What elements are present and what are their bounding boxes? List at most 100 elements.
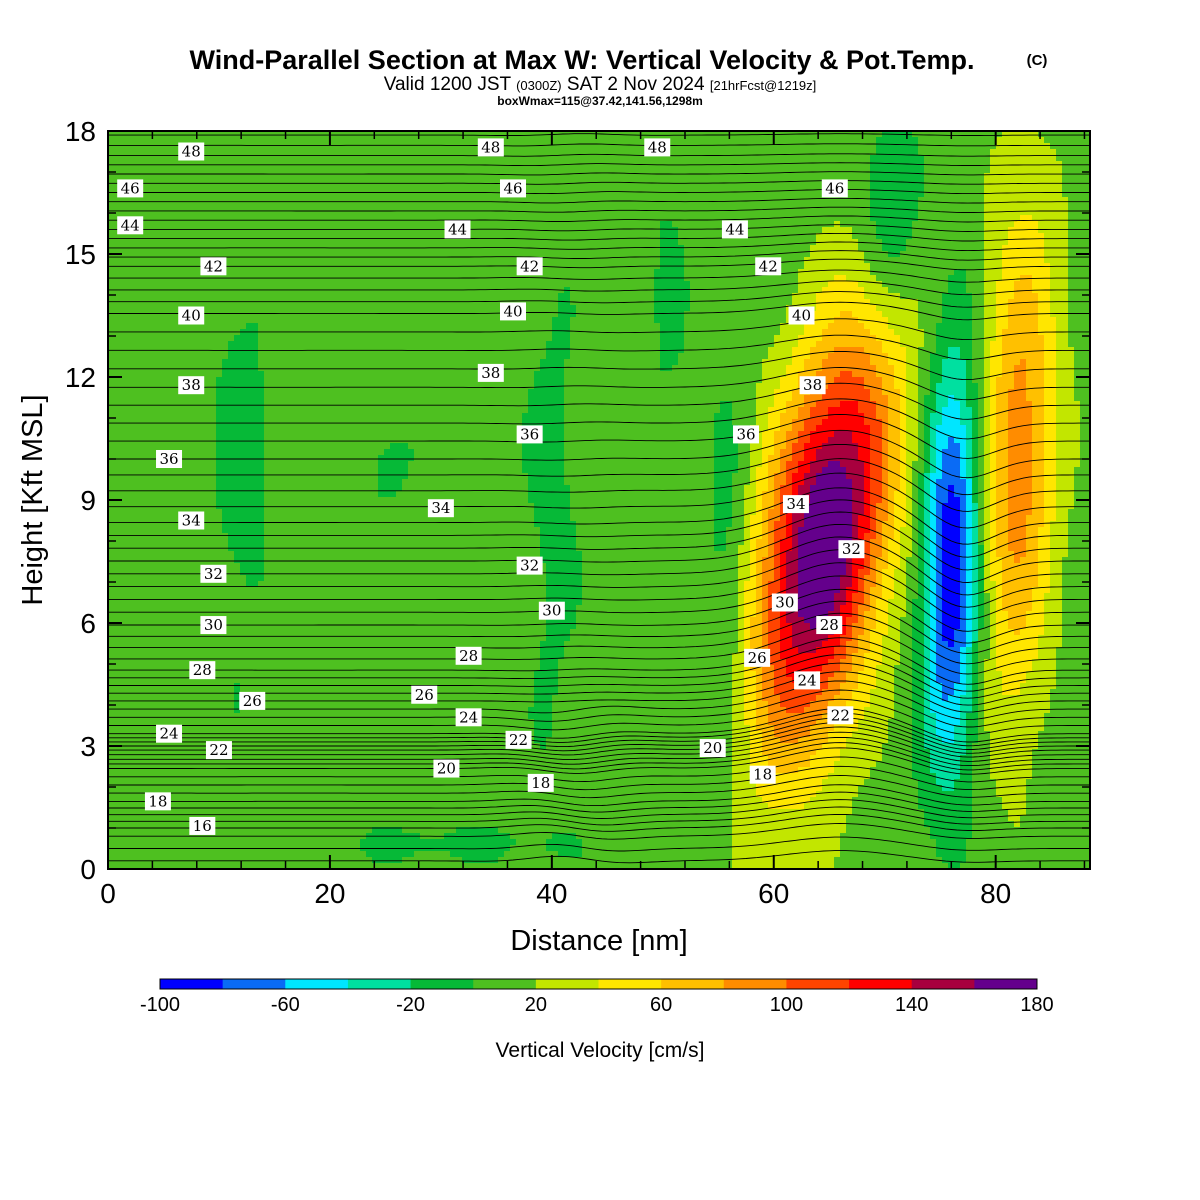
velocity-cell [528, 137, 535, 144]
velocity-cell [798, 173, 805, 180]
velocity-cell [270, 191, 277, 198]
velocity-cell [828, 149, 835, 156]
velocity-cell [606, 173, 613, 180]
velocity-cell [1080, 179, 1087, 186]
velocity-cell [132, 149, 139, 156]
velocity-cell [1002, 143, 1009, 150]
velocity-cell [270, 143, 277, 150]
velocity-cell [516, 161, 523, 168]
velocity-cell [624, 203, 631, 210]
velocity-cell [180, 203, 187, 210]
velocity-cell [174, 203, 181, 210]
velocity-cell [822, 161, 829, 168]
velocity-cell [210, 197, 217, 204]
velocity-cell [702, 203, 709, 210]
velocity-cell [264, 203, 271, 210]
velocity-cell [414, 197, 421, 204]
velocity-cell [480, 191, 487, 198]
velocity-cell [1038, 203, 1045, 210]
velocity-cell [690, 203, 697, 210]
velocity-cell [744, 203, 751, 210]
velocity-cell [702, 185, 709, 192]
velocity-cell [804, 161, 811, 168]
velocity-cell [318, 179, 325, 186]
velocity-cell [1062, 143, 1069, 150]
velocity-cell [294, 143, 301, 150]
velocity-cell [1032, 137, 1039, 144]
velocity-cell [492, 185, 499, 192]
velocity-cell [558, 179, 565, 186]
velocity-cell [1044, 179, 1051, 186]
velocity-cell [210, 209, 217, 216]
velocity-cell [522, 137, 529, 144]
velocity-cell [600, 197, 607, 204]
velocity-cell [618, 203, 625, 210]
velocity-cell [456, 203, 463, 210]
velocity-cell [948, 203, 955, 210]
velocity-cell [150, 203, 157, 210]
velocity-cell [276, 209, 283, 216]
velocity-cell [150, 185, 157, 192]
velocity-cell [552, 203, 559, 210]
velocity-cell [876, 179, 883, 186]
velocity-cell [534, 143, 541, 150]
velocity-cell [354, 143, 361, 150]
velocity-cell [282, 209, 289, 216]
velocity-cell [924, 143, 931, 150]
velocity-cell [588, 173, 595, 180]
velocity-cell [288, 203, 295, 210]
velocity-cell [690, 185, 697, 192]
velocity-cell [372, 149, 379, 156]
velocity-cell [222, 149, 229, 156]
velocity-cell [1050, 179, 1057, 186]
velocity-cell [864, 185, 871, 192]
velocity-cell [702, 143, 709, 150]
velocity-cell [168, 185, 175, 192]
velocity-cell [240, 209, 247, 216]
velocity-cell [744, 155, 751, 162]
velocity-cell [984, 203, 991, 210]
velocity-cell [768, 155, 775, 162]
velocity-cell [576, 191, 583, 198]
velocity-cell [552, 137, 559, 144]
velocity-cell [168, 161, 175, 168]
velocity-cell [420, 161, 427, 168]
velocity-cell [1062, 185, 1069, 192]
velocity-cell [1002, 185, 1009, 192]
velocity-cell [396, 149, 403, 156]
velocity-cell [252, 149, 259, 156]
velocity-cell [366, 137, 373, 144]
velocity-cell [264, 197, 271, 204]
velocity-cell [804, 179, 811, 186]
velocity-cell [396, 161, 403, 168]
velocity-cell [1062, 191, 1069, 198]
velocity-cell [618, 185, 625, 192]
velocity-cell [408, 191, 415, 198]
velocity-cell [480, 161, 487, 168]
velocity-cell [1044, 167, 1051, 174]
velocity-cell [348, 137, 355, 144]
velocity-cell [732, 149, 739, 156]
velocity-cell [684, 167, 691, 174]
velocity-cell [330, 137, 337, 144]
velocity-cell [384, 137, 391, 144]
velocity-cell [408, 143, 415, 150]
velocity-cell [990, 185, 997, 192]
velocity-cell [1032, 191, 1039, 198]
velocity-cell [684, 197, 691, 204]
velocity-cell [258, 209, 265, 216]
velocity-cell [318, 185, 325, 192]
velocity-cell [558, 149, 565, 156]
velocity-cell [396, 191, 403, 198]
velocity-cell [876, 137, 883, 144]
velocity-cell [252, 137, 259, 144]
velocity-cell [936, 137, 943, 144]
velocity-cell [1080, 203, 1087, 210]
velocity-cell [174, 209, 181, 216]
velocity-cell [858, 173, 865, 180]
velocity-cell [246, 197, 253, 204]
velocity-cell [162, 161, 169, 168]
velocity-cell [912, 143, 919, 150]
velocity-cell [684, 143, 691, 150]
velocity-cell [1008, 167, 1015, 174]
